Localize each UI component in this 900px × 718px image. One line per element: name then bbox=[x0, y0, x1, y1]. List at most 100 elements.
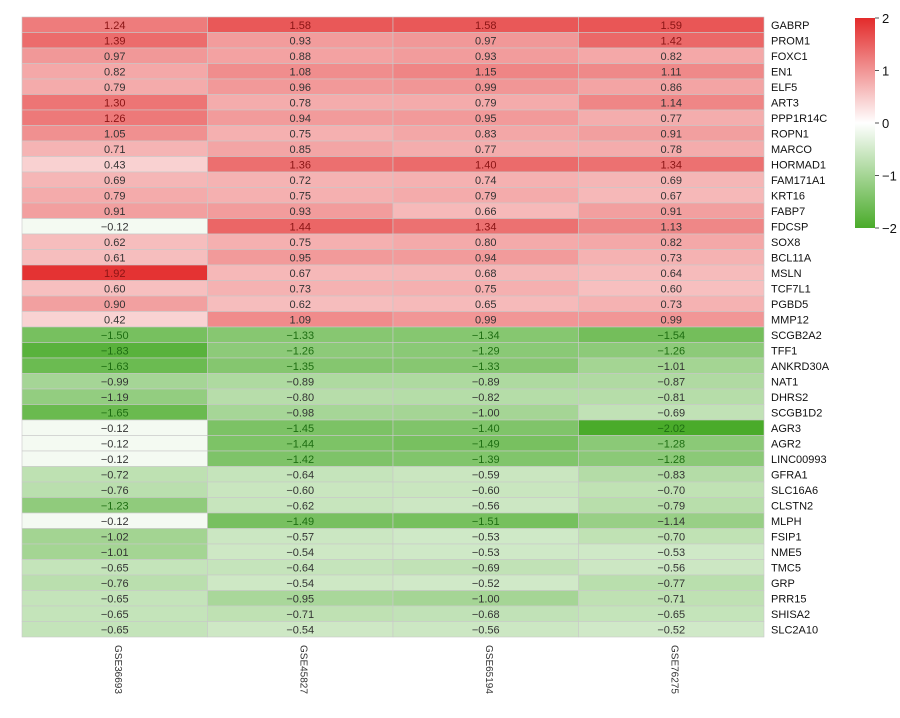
cell-value-label: −1.63 bbox=[101, 361, 129, 373]
cell-value-label: −0.82 bbox=[472, 392, 500, 404]
row-label: ROPN1 bbox=[771, 128, 809, 140]
cell-value-label: −0.53 bbox=[472, 547, 500, 559]
cell-value-label: 0.75 bbox=[290, 190, 311, 202]
heatmap-cell bbox=[578, 621, 765, 638]
cell-value-label: −1.33 bbox=[472, 361, 500, 373]
cell-value-label: −1.26 bbox=[286, 345, 314, 357]
row-label: AGR2 bbox=[771, 438, 801, 450]
row-label: NME5 bbox=[771, 547, 802, 559]
row-label: TCF7L1 bbox=[771, 283, 811, 295]
row-label: TMC5 bbox=[771, 562, 801, 574]
legend-tick-label: 2 bbox=[882, 11, 889, 26]
cell-value-label: 0.93 bbox=[290, 35, 311, 47]
cell-value-label: 0.67 bbox=[290, 268, 311, 280]
cell-value-label: −0.65 bbox=[101, 624, 129, 636]
row-label: ART3 bbox=[771, 97, 799, 109]
cell-value-label: 0.71 bbox=[104, 144, 125, 156]
cell-value-label: −2.02 bbox=[657, 423, 685, 435]
cell-value-label: −1.33 bbox=[286, 330, 314, 342]
legend-tick-label: 0 bbox=[882, 116, 889, 131]
cell-value-label: 0.43 bbox=[104, 159, 125, 171]
cell-value-label: 0.75 bbox=[475, 283, 496, 295]
cell-value-label: 0.99 bbox=[661, 314, 682, 326]
row-label: FAM171A1 bbox=[771, 175, 825, 187]
cell-value-label: −0.77 bbox=[657, 578, 685, 590]
cell-value-label: 0.61 bbox=[104, 252, 125, 264]
column-labels: GSE36693 GSE45827 GSE65194 GSE76275 bbox=[112, 645, 680, 694]
cell-value-label: 0.64 bbox=[661, 268, 682, 280]
cell-value-label: −1.54 bbox=[657, 330, 685, 342]
cell-value-label: 0.75 bbox=[290, 237, 311, 249]
cell-value-label: 1.36 bbox=[290, 159, 311, 171]
cell-value-label: −0.65 bbox=[101, 609, 129, 621]
cell-value-label: −1.01 bbox=[657, 361, 685, 373]
cell-value-label: −0.70 bbox=[657, 531, 685, 543]
cell-value-label: −0.65 bbox=[101, 593, 129, 605]
cell-value-label: 0.88 bbox=[290, 51, 311, 63]
cell-value-label: 0.73 bbox=[661, 299, 682, 311]
cell-value-label: 0.93 bbox=[290, 206, 311, 218]
cell-value-label: 0.69 bbox=[661, 175, 682, 187]
row-label: MLPH bbox=[771, 516, 802, 528]
cell-value-label: 1.42 bbox=[661, 35, 682, 47]
cell-value-label: −0.89 bbox=[286, 376, 314, 388]
cell-value-label: −0.99 bbox=[101, 376, 129, 388]
row-label: SHISA2 bbox=[771, 609, 810, 621]
cell-value-label: −0.95 bbox=[286, 593, 314, 605]
cell-value-label: −1.28 bbox=[657, 438, 685, 450]
cell-value-label: 0.86 bbox=[661, 82, 682, 94]
cell-value-label: 0.79 bbox=[104, 190, 125, 202]
cell-value-label: −0.72 bbox=[101, 469, 129, 481]
cell-value-label: −0.56 bbox=[472, 624, 500, 636]
cell-value-label: 1.05 bbox=[104, 128, 125, 140]
cell-value-label: −0.54 bbox=[286, 624, 314, 636]
cell-value-label: −0.54 bbox=[286, 547, 314, 559]
cell-value-label: −0.65 bbox=[101, 562, 129, 574]
cell-value-label: 0.85 bbox=[290, 144, 311, 156]
row-label: MSLN bbox=[771, 268, 802, 280]
row-label: FSIP1 bbox=[771, 531, 802, 543]
cell-value-label: −1.45 bbox=[286, 423, 314, 435]
cell-value-label: −0.89 bbox=[472, 376, 500, 388]
cell-value-label: 0.97 bbox=[104, 51, 125, 63]
cell-value-label: 0.73 bbox=[661, 252, 682, 264]
cell-value-label: −0.53 bbox=[472, 531, 500, 543]
cell-value-label: −0.79 bbox=[657, 500, 685, 512]
row-label: ANKRD30A bbox=[771, 361, 830, 373]
row-label: NAT1 bbox=[771, 376, 798, 388]
cell-value-label: −0.64 bbox=[286, 562, 314, 574]
row-label: SLC2A10 bbox=[771, 624, 818, 636]
cell-value-label: 0.79 bbox=[475, 97, 496, 109]
row-label: FABP7 bbox=[771, 206, 805, 218]
cell-value-label: −0.12 bbox=[101, 423, 129, 435]
cell-value-label: −1.83 bbox=[101, 345, 129, 357]
row-label: SCGB1D2 bbox=[771, 407, 822, 419]
cell-value-label: 0.90 bbox=[104, 299, 125, 311]
cell-value-label: 0.96 bbox=[290, 82, 311, 94]
cell-value-label: −1.00 bbox=[472, 593, 500, 605]
cell-value-label: −1.02 bbox=[101, 531, 129, 543]
cell-value-label: 0.69 bbox=[104, 175, 125, 187]
cell-value-label: −0.81 bbox=[657, 392, 685, 404]
cell-value-label: −0.69 bbox=[472, 562, 500, 574]
cell-value-label: 0.79 bbox=[104, 82, 125, 94]
cell-value-label: −0.69 bbox=[657, 407, 685, 419]
cell-value-label: 0.95 bbox=[290, 252, 311, 264]
cell-value-label: 0.82 bbox=[661, 51, 682, 63]
cell-value-label: −1.29 bbox=[472, 345, 500, 357]
cell-value-label: −1.00 bbox=[472, 407, 500, 419]
row-label: GFRA1 bbox=[771, 469, 808, 481]
cell-value-label: −1.34 bbox=[472, 330, 500, 342]
cell-value-label: 0.67 bbox=[661, 190, 682, 202]
cell-value-label: −0.60 bbox=[286, 485, 314, 497]
cell-value-label: −1.28 bbox=[657, 454, 685, 466]
cell-value-label: −0.80 bbox=[286, 392, 314, 404]
row-label: GABRP bbox=[771, 20, 810, 32]
row-label: EN1 bbox=[771, 66, 792, 78]
cell-value-label: −1.44 bbox=[286, 438, 314, 450]
cell-value-label: −1.01 bbox=[101, 547, 129, 559]
color-legend: 2 1 0 −1 −2 bbox=[855, 11, 897, 236]
cell-value-label: 0.68 bbox=[475, 268, 496, 280]
legend-tick-label: −1 bbox=[882, 169, 897, 184]
cell-value-label: −1.26 bbox=[657, 345, 685, 357]
